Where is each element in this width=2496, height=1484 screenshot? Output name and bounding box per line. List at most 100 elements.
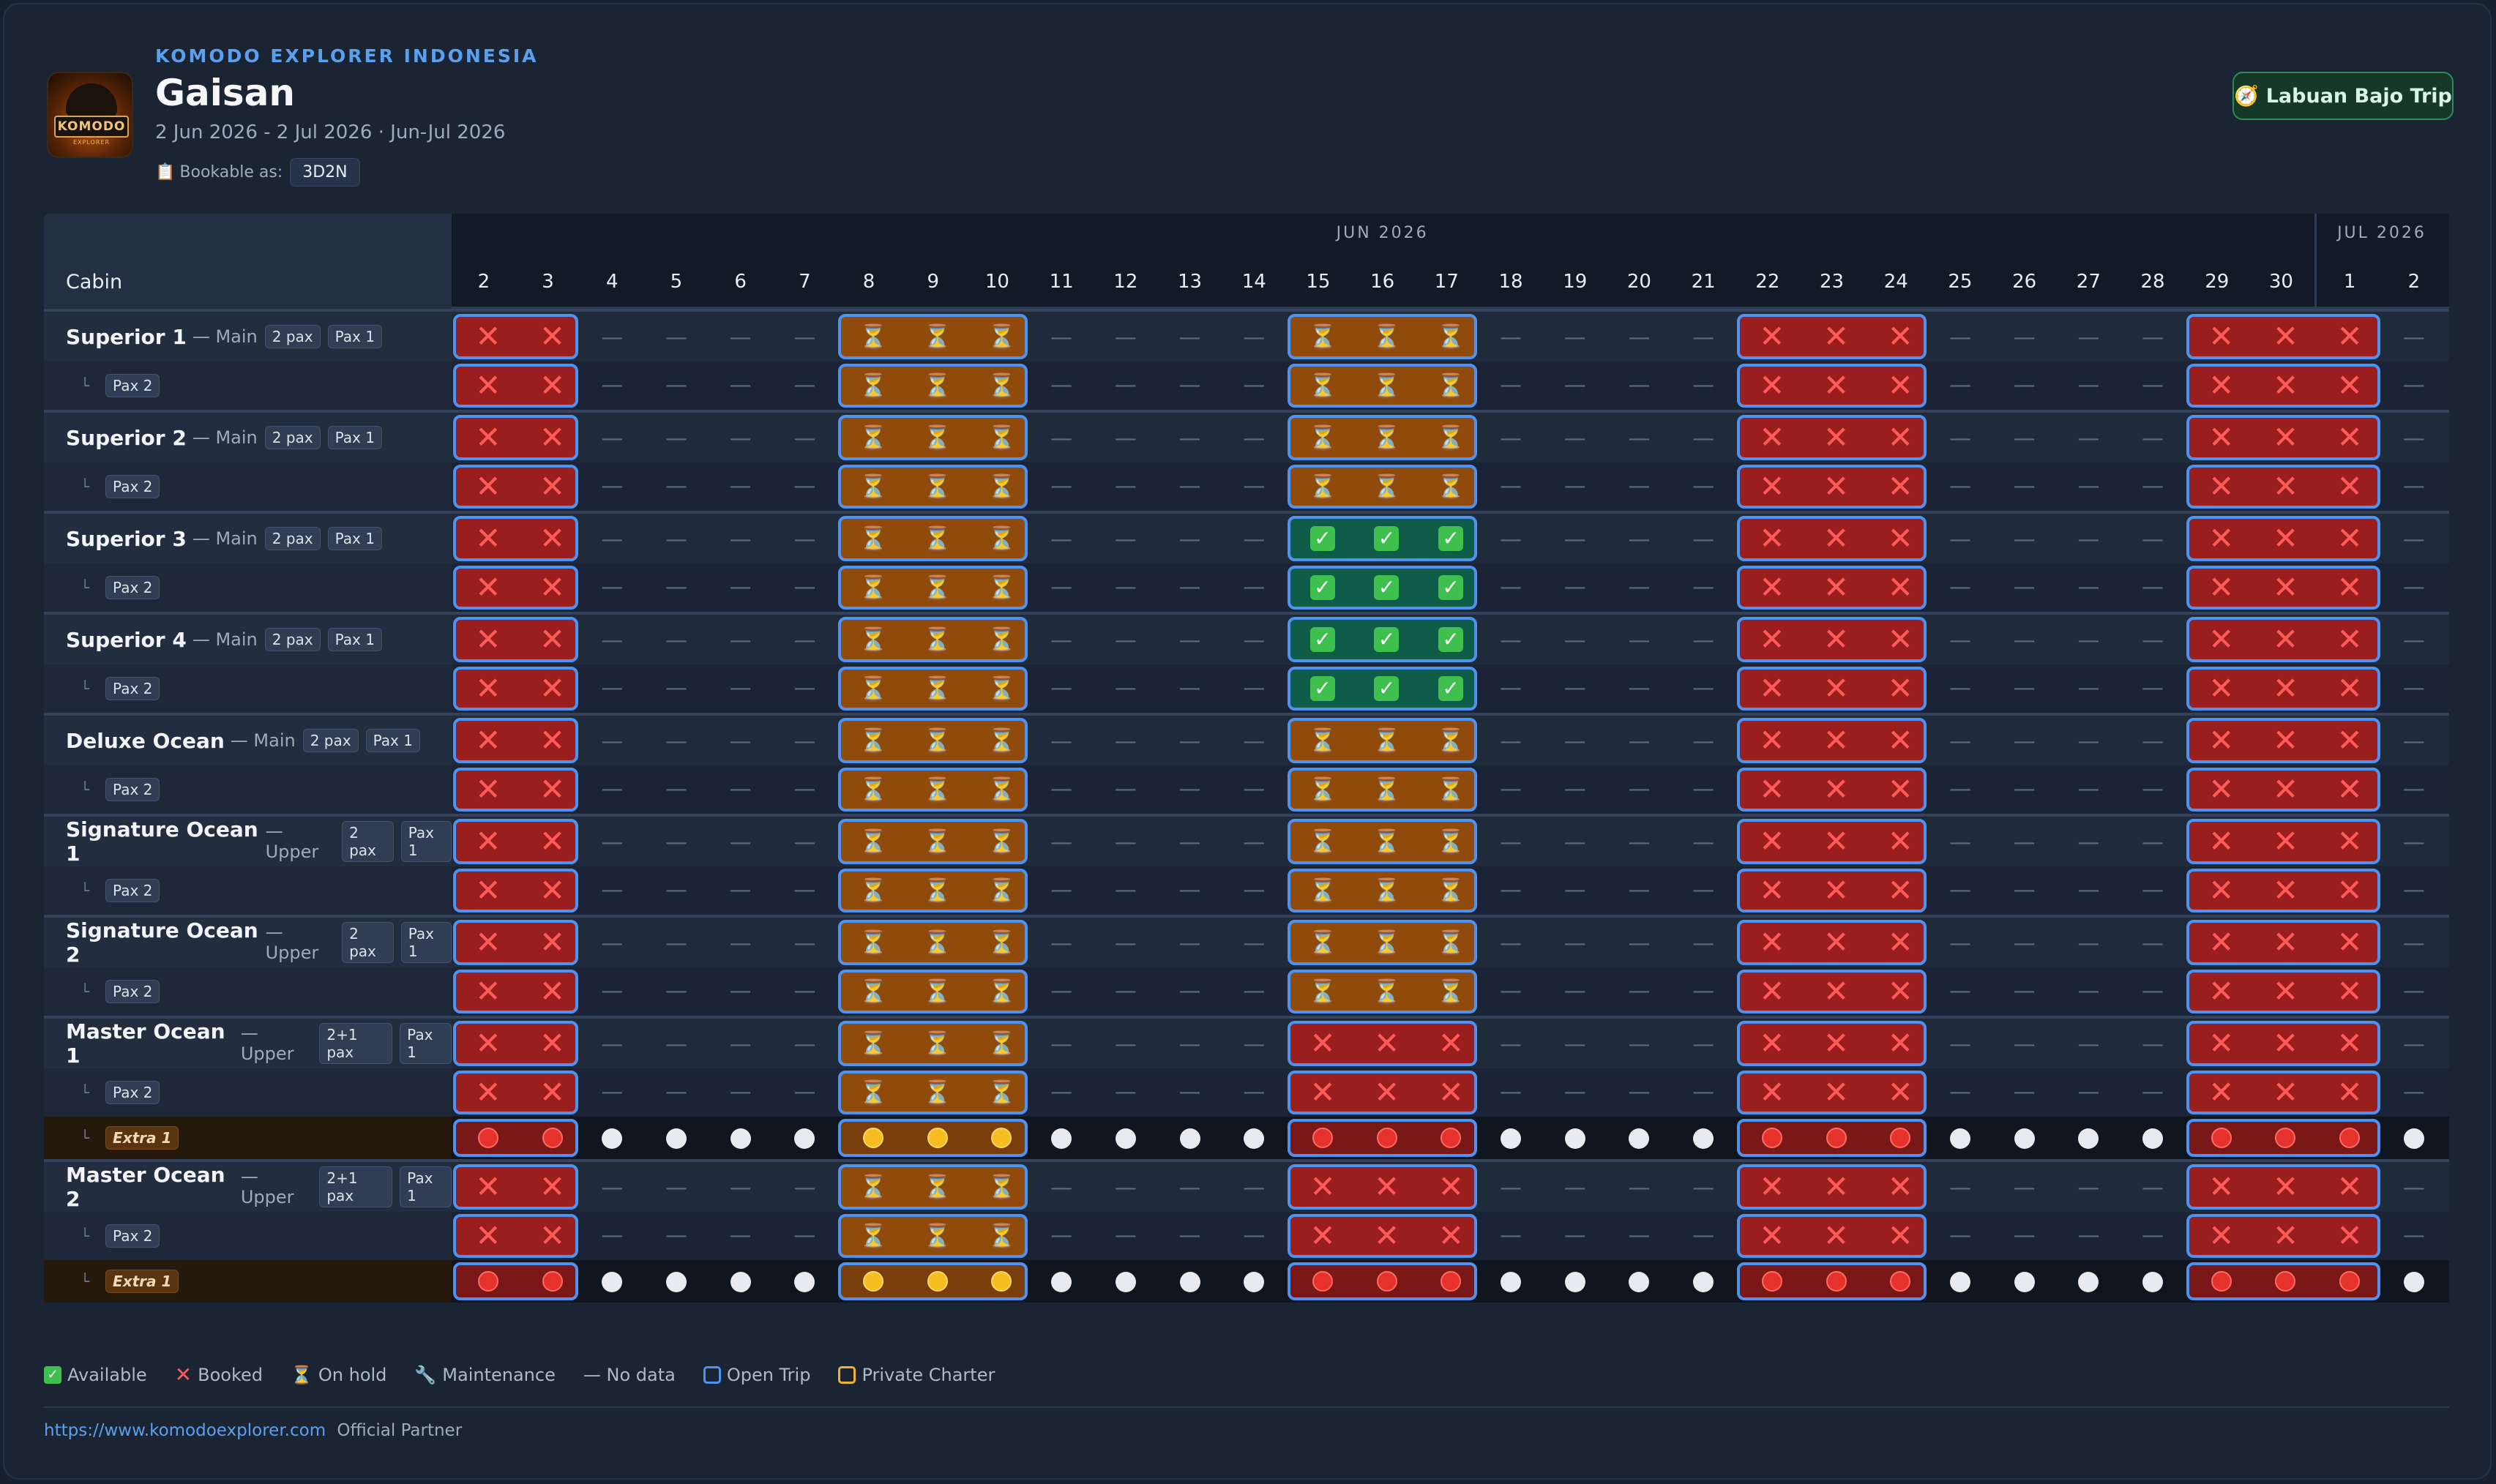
no-data-cell[interactable]: —: [1114, 325, 1137, 351]
no-data-cell[interactable]: —: [2013, 325, 2036, 351]
no-data-cell[interactable]: —: [1114, 1032, 1137, 1057]
hold-block[interactable]: ⏳ ⏳ ⏳: [838, 667, 1028, 711]
no-data-cell[interactable]: —: [1500, 628, 1522, 653]
no-data-cell[interactable]: —: [729, 675, 752, 701]
no-data-cell[interactable]: —: [1050, 1175, 1073, 1201]
no-data-cell[interactable]: —: [2142, 325, 2164, 351]
no-data-cell[interactable]: —: [1500, 877, 1522, 903]
no-data-cell[interactable]: —: [1628, 1032, 1651, 1057]
no-data-cell[interactable]: —: [1050, 372, 1073, 398]
no-data-cell[interactable]: —: [1563, 1079, 1586, 1105]
no-data-cell[interactable]: —: [2013, 776, 2036, 802]
no-data-cell[interactable]: —: [1243, 426, 1266, 451]
extra-status-cell[interactable]: [1928, 1260, 1992, 1303]
booked-block[interactable]: ✕ ✕: [453, 819, 579, 864]
no-data-cell[interactable]: —: [1948, 1223, 1971, 1248]
booked-block[interactable]: [2186, 1262, 2380, 1300]
no-data-cell[interactable]: —: [729, 1223, 752, 1248]
no-data-cell[interactable]: —: [2142, 931, 2164, 956]
no-data-cell[interactable]: —: [1243, 978, 1266, 1004]
no-data-cell[interactable]: —: [793, 574, 816, 600]
no-data-cell[interactable]: —: [601, 978, 624, 1004]
no-data-cell[interactable]: —: [665, 1175, 687, 1201]
extra-status-cell[interactable]: [1158, 1260, 1222, 1303]
no-data-cell[interactable]: —: [1692, 372, 1715, 398]
booked-block[interactable]: ✕ ✕ ✕: [1737, 970, 1927, 1013]
no-data-cell[interactable]: —: [1114, 830, 1137, 855]
no-data-cell[interactable]: —: [1692, 628, 1715, 653]
booked-block[interactable]: ✕ ✕ ✕: [2186, 314, 2380, 359]
no-data-cell[interactable]: —: [1050, 426, 1073, 451]
extra-status-cell[interactable]: [2057, 1117, 2121, 1159]
hold-block[interactable]: ⏳ ⏳ ⏳: [838, 1071, 1028, 1114]
no-data-cell[interactable]: —: [1563, 473, 1586, 499]
no-data-cell[interactable]: —: [601, 372, 624, 398]
hold-block[interactable]: ⏳ ⏳ ⏳: [838, 1021, 1028, 1066]
no-data-cell[interactable]: —: [1243, 372, 1266, 398]
no-data-cell[interactable]: —: [2077, 372, 2100, 398]
no-data-cell[interactable]: —: [1948, 1175, 1971, 1201]
no-data-cell[interactable]: —: [1243, 527, 1266, 552]
no-data-cell[interactable]: —: [1563, 1175, 1586, 1201]
no-data-cell[interactable]: —: [1628, 473, 1651, 499]
extra-status-cell[interactable]: [709, 1260, 773, 1303]
no-data-cell[interactable]: —: [1500, 978, 1522, 1004]
no-data-cell[interactable]: —: [729, 776, 752, 802]
no-data-cell[interactable]: —: [1114, 1223, 1137, 1248]
booked-block[interactable]: ✕ ✕: [453, 869, 579, 912]
no-data-cell[interactable]: —: [1563, 776, 1586, 802]
no-data-cell[interactable]: —: [665, 776, 687, 802]
no-data-cell[interactable]: —: [1692, 473, 1715, 499]
no-data-cell[interactable]: —: [729, 978, 752, 1004]
extra-status-cell[interactable]: [1992, 1117, 2057, 1159]
no-data-cell[interactable]: —: [1628, 1079, 1651, 1105]
no-data-cell[interactable]: —: [793, 877, 816, 903]
no-data-cell[interactable]: —: [2013, 1223, 2036, 1248]
no-data-cell[interactable]: —: [2077, 473, 2100, 499]
no-data-cell[interactable]: —: [1948, 675, 1971, 701]
no-data-cell[interactable]: —: [729, 574, 752, 600]
no-data-cell[interactable]: —: [2402, 527, 2425, 552]
booked-block[interactable]: ✕ ✕ ✕: [1288, 1071, 1478, 1114]
no-data-cell[interactable]: —: [601, 527, 624, 552]
booked-block[interactable]: ✕ ✕ ✕: [2186, 617, 2380, 662]
no-data-cell[interactable]: —: [1050, 1032, 1073, 1057]
avail-block[interactable]: ✓ ✓ ✓: [1288, 516, 1478, 561]
no-data-cell[interactable]: —: [2013, 877, 2036, 903]
no-data-cell[interactable]: —: [2013, 1175, 2036, 1201]
booked-block[interactable]: ✕ ✕ ✕: [1737, 314, 1927, 359]
no-data-cell[interactable]: —: [1050, 325, 1073, 351]
no-data-cell[interactable]: —: [1178, 1032, 1201, 1057]
hold-block[interactable]: [838, 1119, 1028, 1157]
no-data-cell[interactable]: —: [2077, 675, 2100, 701]
hold-block[interactable]: ⏳ ⏳ ⏳: [838, 819, 1028, 864]
no-data-cell[interactable]: —: [601, 1079, 624, 1105]
no-data-cell[interactable]: —: [793, 1032, 816, 1057]
no-data-cell[interactable]: —: [2013, 574, 2036, 600]
no-data-cell[interactable]: —: [793, 729, 816, 754]
no-data-cell[interactable]: —: [2077, 325, 2100, 351]
hold-block[interactable]: ⏳ ⏳ ⏳: [1288, 920, 1478, 965]
booked-block[interactable]: ✕ ✕: [453, 667, 579, 711]
no-data-cell[interactable]: —: [1050, 877, 1073, 903]
no-data-cell[interactable]: —: [1500, 1079, 1522, 1105]
no-data-cell[interactable]: —: [601, 1175, 624, 1201]
no-data-cell[interactable]: —: [1500, 325, 1522, 351]
no-data-cell[interactable]: —: [1243, 473, 1266, 499]
booked-block[interactable]: ✕ ✕: [453, 768, 579, 812]
booked-block[interactable]: ✕ ✕ ✕: [2186, 1214, 2380, 1258]
no-data-cell[interactable]: —: [1628, 830, 1651, 855]
no-data-cell[interactable]: —: [2402, 1032, 2425, 1057]
hold-block[interactable]: [838, 1262, 1028, 1300]
no-data-cell[interactable]: —: [1948, 473, 1971, 499]
no-data-cell[interactable]: —: [1948, 574, 1971, 600]
no-data-cell[interactable]: —: [601, 830, 624, 855]
no-data-cell[interactable]: —: [2077, 830, 2100, 855]
no-data-cell[interactable]: —: [2142, 372, 2164, 398]
no-data-cell[interactable]: —: [2013, 473, 2036, 499]
extra-status-cell[interactable]: [2121, 1260, 2185, 1303]
booked-block[interactable]: ✕ ✕ ✕: [2186, 1021, 2380, 1066]
no-data-cell[interactable]: —: [1948, 931, 1971, 956]
no-data-cell[interactable]: —: [1114, 574, 1137, 600]
no-data-cell[interactable]: —: [793, 325, 816, 351]
